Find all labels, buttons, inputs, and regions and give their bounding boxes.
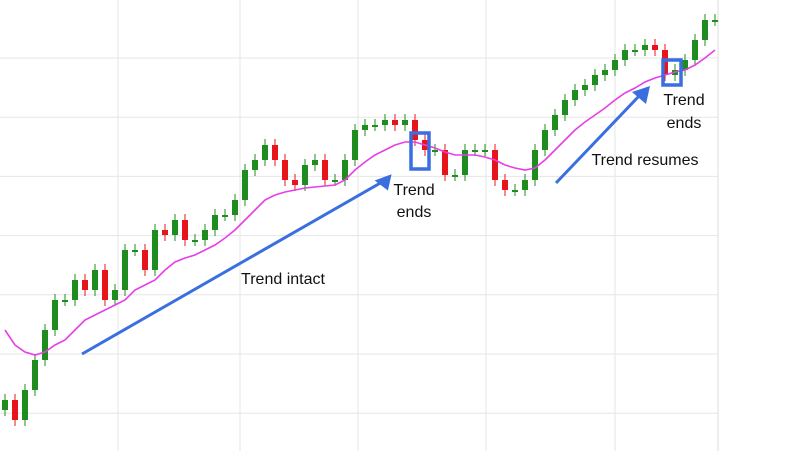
candle-body — [292, 180, 298, 185]
candle-body — [412, 120, 418, 140]
candle-body — [432, 150, 438, 152]
candle-body — [662, 50, 668, 75]
candle-body — [162, 230, 168, 235]
candle-body — [252, 160, 258, 170]
candle-body — [642, 45, 648, 50]
candle-body — [222, 215, 228, 217]
candle-body — [342, 160, 348, 180]
candle-body — [42, 330, 48, 360]
candle-body — [22, 390, 28, 420]
candle-body — [402, 120, 408, 125]
arrow — [81, 180, 383, 356]
annotation: ends — [397, 204, 432, 221]
candle-body — [572, 90, 578, 100]
candle-body — [352, 130, 358, 160]
candle-body — [282, 160, 288, 180]
candle-body — [322, 160, 328, 180]
grid — [0, 0, 719, 451]
candle-body — [302, 165, 308, 185]
annotation: Trend resumes — [592, 152, 699, 169]
candle-body — [542, 130, 548, 150]
candle-body — [192, 240, 198, 242]
highlight-box — [661, 58, 683, 87]
candle-body — [52, 300, 58, 330]
candle-body — [312, 160, 318, 165]
candle-body — [182, 220, 188, 240]
candle-body — [502, 180, 508, 190]
candle-body — [582, 85, 588, 90]
annotation: Trend intact — [241, 271, 325, 288]
candle-body — [92, 270, 98, 290]
candle-body — [652, 45, 658, 50]
candle-body — [122, 250, 128, 290]
candle-body — [72, 280, 78, 300]
candle-body — [472, 150, 478, 152]
arrow — [554, 93, 642, 185]
candle-body — [272, 145, 278, 160]
candle-body — [562, 100, 568, 115]
candle-body — [102, 270, 108, 300]
highlight-box — [409, 131, 431, 171]
candle-body — [232, 200, 238, 215]
candle-body — [612, 60, 618, 70]
candle-body — [522, 180, 528, 190]
candle-body — [532, 150, 538, 180]
candle-body — [452, 175, 458, 177]
candle-body — [592, 75, 598, 85]
candle-body — [712, 20, 718, 22]
candles — [2, 14, 718, 426]
candle-body — [512, 190, 518, 192]
candle-body — [682, 60, 688, 70]
candle-body — [82, 280, 88, 290]
candle-body — [242, 170, 248, 200]
annotations: Trend intact Trend ends Trend ends Trend… — [81, 58, 705, 356]
candle-body — [362, 125, 368, 130]
candle-body — [212, 215, 218, 230]
candle-body — [172, 220, 178, 235]
candle-body — [202, 230, 208, 240]
candle-body — [462, 150, 468, 175]
candle-body — [12, 400, 18, 420]
arrow-head — [374, 174, 392, 191]
candle-body — [442, 150, 448, 175]
candle-body — [2, 400, 8, 410]
annotation: ends — [667, 115, 702, 132]
annotation: Trend — [663, 92, 704, 109]
candle-body — [372, 125, 378, 127]
candle-body — [262, 145, 268, 160]
candle-body — [152, 230, 158, 270]
candle-body — [602, 70, 608, 75]
annotation: Trend — [393, 182, 434, 199]
candle-body — [492, 150, 498, 180]
candle-body — [552, 115, 558, 130]
candle-body — [112, 290, 118, 300]
candle-body — [332, 180, 338, 182]
candle-body — [32, 360, 38, 390]
candle-body — [692, 40, 698, 60]
candle-body — [702, 20, 708, 40]
arrow-head — [632, 86, 650, 104]
candle-body — [142, 250, 148, 270]
candle-body — [632, 50, 638, 52]
candle-body — [62, 300, 68, 302]
candle-body — [622, 50, 628, 60]
candle-body — [482, 150, 488, 152]
candle-body — [392, 120, 398, 125]
candle-body — [132, 250, 138, 252]
candle-body — [382, 120, 388, 125]
moving-average — [4, 49, 716, 356]
